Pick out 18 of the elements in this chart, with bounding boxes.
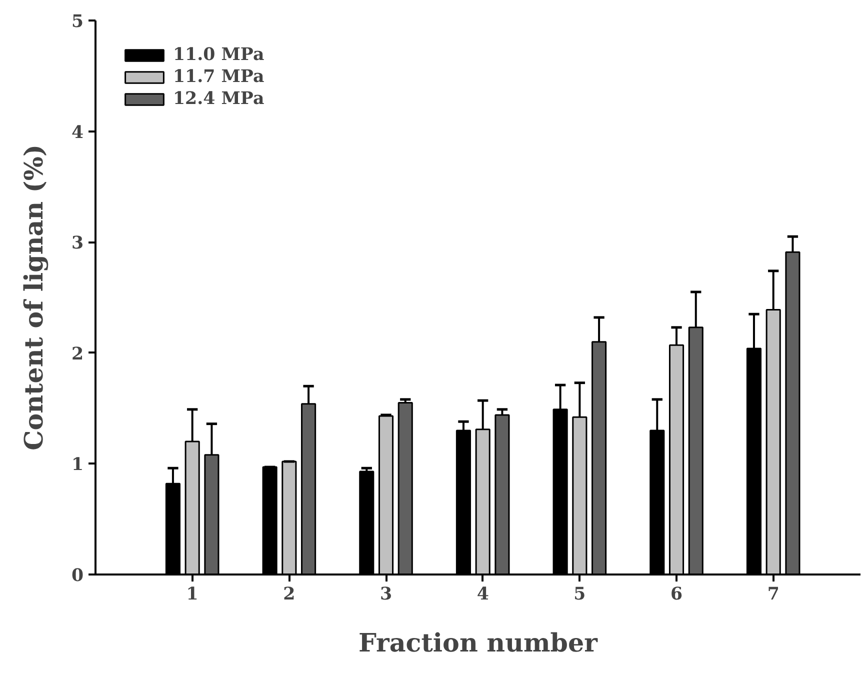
legend-label: 11.0 MPa	[173, 45, 264, 65]
x-tick-label: 3	[380, 584, 392, 604]
x-tick-label: 1	[186, 584, 198, 604]
x-tick-label: 2	[283, 584, 296, 604]
x-tick-label: 4	[476, 584, 489, 604]
y-tick-label: 3	[71, 234, 84, 254]
y-tick-label: 1	[71, 455, 84, 476]
y-tick-label: 2	[71, 344, 84, 364]
legend-label: 12.4 MPa	[173, 89, 264, 109]
x-tick-label: 5	[574, 584, 586, 604]
y-axis-title: Content of lignan (%)	[18, 144, 48, 450]
x-tick-label: 6	[670, 584, 683, 604]
y-tick-label: 0	[71, 566, 84, 586]
y-tick-label: 5	[71, 12, 84, 32]
legend-label: 11.7 MPa	[173, 67, 264, 87]
y-tick-label: 4	[71, 122, 84, 143]
x-tick-label: 7	[767, 584, 780, 604]
x-axis-title: Fraction number	[358, 628, 598, 658]
